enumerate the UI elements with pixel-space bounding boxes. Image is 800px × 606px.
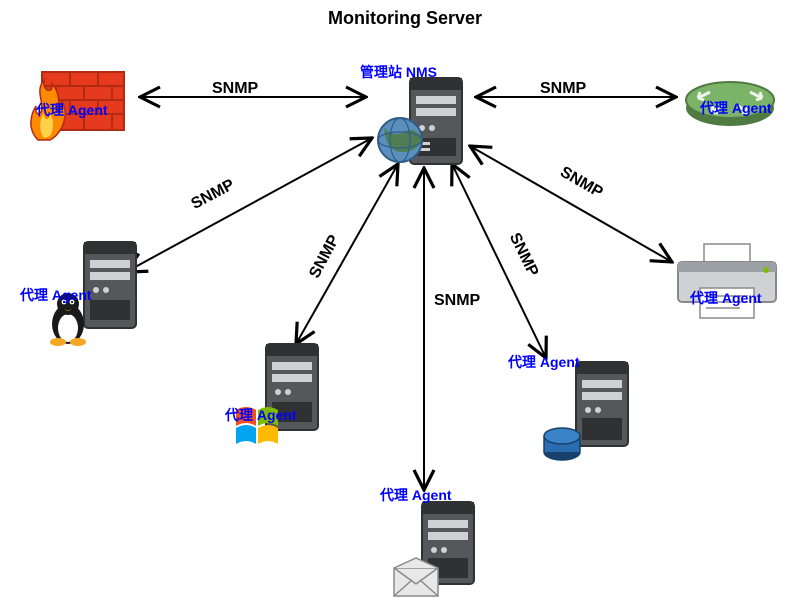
- mail-label: 代理 Agent: [380, 485, 452, 505]
- edge-label-5: SNMP: [505, 230, 541, 279]
- db-server-icon: [540, 360, 640, 465]
- windows-label: 代理 Agent: [225, 405, 297, 425]
- firewall-label: 代理 Agent: [36, 100, 108, 120]
- edge-label-1: SNMP: [540, 80, 586, 98]
- diagram-title: Monitoring Server: [328, 8, 482, 29]
- edge-label-0: SNMP: [212, 80, 258, 98]
- router-label: 代理 Agent: [700, 98, 772, 118]
- edge-label-3: SNMP: [306, 232, 344, 281]
- diagram-stage: Monitoring Server: [0, 0, 800, 606]
- edge-label-2: SNMP: [188, 176, 237, 214]
- db-label: 代理 Agent: [508, 352, 580, 372]
- center-label: 管理站 NMS: [360, 62, 437, 82]
- monitoring-server-icon: [370, 72, 480, 172]
- edge-label-4: SNMP: [434, 292, 480, 310]
- linux-label: 代理 Agent: [20, 285, 92, 305]
- printer-label: 代理 Agent: [690, 288, 762, 308]
- printer-icon: [670, 240, 785, 325]
- edge-label-6: SNMP: [557, 164, 606, 203]
- mail-server-icon: [390, 500, 485, 600]
- windows-server-icon: [230, 340, 330, 455]
